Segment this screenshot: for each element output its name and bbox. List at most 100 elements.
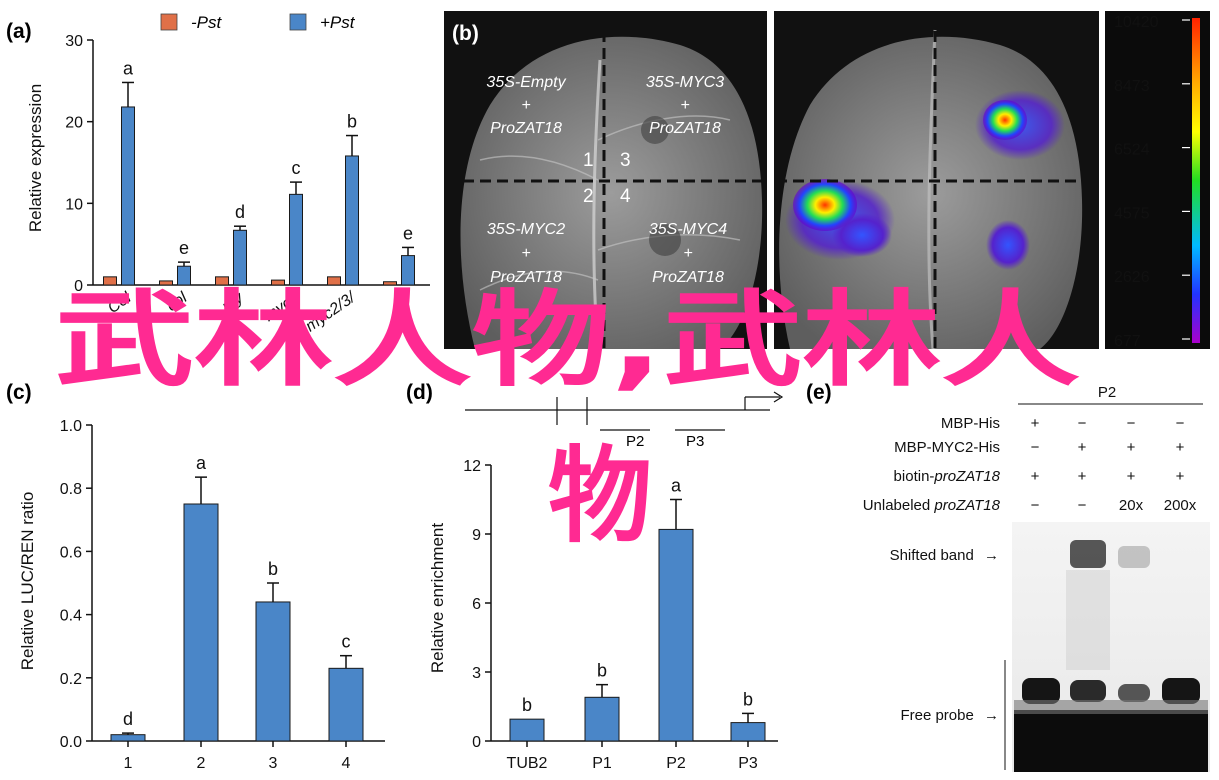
panel-e: (e) P2 MBP-His + − − − MBP-MYC2-His − + + + biotin… — [806, 381, 1210, 772]
bar-minus-pst — [103, 276, 117, 286]
emsa-row-label: biotin-proZAT18 — [894, 468, 1001, 485]
overlay-watermark: 武林人物,武林人 物 — [55, 279, 1080, 557]
bar-minus-pst — [327, 276, 341, 286]
y-tick-label: 30 — [65, 33, 83, 50]
panel-d-letter: (d) — [406, 381, 433, 404]
emsa-cell: + — [1127, 439, 1136, 456]
region-label-p2: P2 — [626, 433, 644, 450]
y-tick-label: 12 — [463, 458, 481, 475]
x-category-label: 1 — [124, 755, 133, 772]
significance-letter: a — [123, 58, 134, 78]
bar-plus-pst — [289, 193, 303, 286]
quadrant-3-plus: + — [521, 245, 530, 262]
significance-letter: a — [671, 476, 682, 496]
emsa-shifted-band-label: Shifted band → — [890, 547, 999, 564]
quadrant-number-1: 1 — [583, 150, 594, 171]
chart-d-y-axis-label: Relative enrichment — [428, 523, 447, 674]
chart-c-bars: d 1 a 2 b 3 c 4 — [110, 453, 364, 772]
emsa-row-label-italic: proZAT18 — [933, 497, 1000, 514]
emsa-cell: + — [1127, 468, 1136, 485]
color-scale-label: 6524 — [1114, 142, 1150, 159]
leaf-quadrant-2: 35S-MYC3 + ProZAT18 — [646, 74, 724, 137]
bar-minus-pst — [383, 281, 397, 286]
quadrant-number-2: 2 — [583, 186, 594, 207]
significance-letter: d — [235, 202, 245, 222]
chart-c-y-ticks: 0.0 0.2 0.4 0.6 0.8 1.0 — [60, 418, 92, 751]
leaf-quadrant-3: 35S-MYC2 + ProZAT18 — [487, 221, 565, 286]
significance-letter: e — [179, 238, 189, 258]
significance-letter: d — [123, 709, 133, 729]
emsa-cell: 200x — [1164, 497, 1197, 514]
legend-label-minus-pst: -Pst — [191, 13, 223, 32]
significance-letter: a — [196, 453, 207, 473]
y-tick-label: 0 — [74, 278, 83, 295]
y-tick-label: 0.6 — [60, 544, 82, 561]
x-category-label: TUB2 — [507, 755, 548, 772]
region-label-p3: P3 — [686, 433, 704, 450]
legend-swatch-plus-pst — [289, 13, 307, 31]
emsa-cell: − — [1078, 497, 1087, 514]
quadrant-3-construct: 35S-MYC2 — [487, 221, 565, 238]
color-scale-label: 10420 — [1114, 14, 1159, 31]
emsa-cell: + — [1176, 468, 1185, 485]
quadrant-4-plus: + — [683, 245, 692, 262]
significance-letter: c — [342, 632, 351, 652]
quadrant-2-promoter: ProZAT18 — [649, 120, 721, 137]
panel-b-letter: (b) — [452, 22, 479, 45]
luminescence-color-scale: 10420 8473 6524 4575 2626 677 — [1105, 11, 1210, 350]
promoter-diagram: P2 P3 — [465, 391, 784, 450]
bar — [183, 503, 219, 742]
leaf-image-luminescence — [774, 11, 1099, 350]
emsa-row-label-text: Unlabeled — [863, 497, 935, 514]
significance-letter: b — [743, 689, 753, 709]
y-tick-label: 10 — [65, 196, 83, 213]
emsa-cell: − — [1127, 415, 1136, 432]
free-probe-text: Free probe — [900, 707, 973, 724]
y-tick-label: 0 — [472, 734, 481, 751]
y-tick-label: 0.0 — [60, 734, 82, 751]
color-scale-bar — [1192, 18, 1200, 343]
chart-a-y-axis-label: Relative expression — [26, 84, 45, 232]
chart-a-y-ticks: 0 10 20 30 — [65, 33, 93, 295]
bar — [730, 722, 766, 742]
significance-letter: b — [597, 661, 607, 681]
bar-plus-pst — [233, 229, 247, 286]
bar-plus-pst — [345, 155, 359, 286]
leaf-image-brightfield — [444, 11, 767, 350]
panel-d: (d) P2 P3 0 3 6 9 12 b TUB2 b P1 a P2 b P3 Relative… — [406, 381, 784, 772]
shifted-band-text: Shifted band — [890, 547, 974, 564]
emsa-cell: + — [1031, 415, 1040, 432]
emsa-row-label-italic: proZAT18 — [933, 468, 1000, 485]
color-scale-ticks: 10420 8473 6524 4575 2626 677 — [1114, 14, 1190, 350]
y-tick-label: 0.8 — [60, 481, 82, 498]
x-category-label: P1 — [592, 755, 612, 772]
chart-d-y-ticks: 0 3 6 9 12 — [463, 458, 491, 751]
panel-c-letter: (c) — [6, 381, 32, 404]
quadrant-1-plus: + — [521, 97, 530, 114]
emsa-cell: − — [1078, 415, 1087, 432]
color-scale-label: 4575 — [1114, 205, 1150, 222]
bar — [110, 734, 146, 742]
color-scale-label: 677 — [1114, 333, 1141, 350]
free-probe-arrow: → — [984, 707, 999, 724]
quadrant-1-promoter: ProZAT18 — [490, 120, 562, 137]
legend-label-plus-pst: +Pst — [320, 13, 356, 32]
quadrant-3-promoter: ProZAT18 — [490, 269, 562, 286]
y-tick-label: 0.2 — [60, 671, 82, 688]
bar — [584, 696, 620, 742]
color-scale-label: 8473 — [1114, 78, 1150, 95]
panel-b: (b) 35S-Empty + ProZAT18 35S-MYC3 + ProZ… — [444, 11, 1210, 350]
chart-a-axes — [92, 40, 430, 286]
emsa-cell: − — [1176, 415, 1185, 432]
emsa-row-label: MBP-MYC2-His — [894, 439, 1000, 456]
overlay-text-line2: 物 — [548, 435, 652, 557]
bar-plus-pst — [121, 106, 135, 286]
emsa-free-probe-label: Free probe → — [900, 707, 999, 724]
chart-a-bars: a e d c b e — [103, 58, 415, 286]
chart-c-y-axis-label: Relative LUC/REN ratio — [18, 492, 37, 671]
y-tick-label: 0.4 — [60, 608, 82, 625]
emsa-cell: 20x — [1119, 497, 1144, 514]
overlay-text-line1: 武林人物,武林人 — [55, 279, 1080, 401]
emsa-probe-label: P2 — [1098, 384, 1116, 401]
